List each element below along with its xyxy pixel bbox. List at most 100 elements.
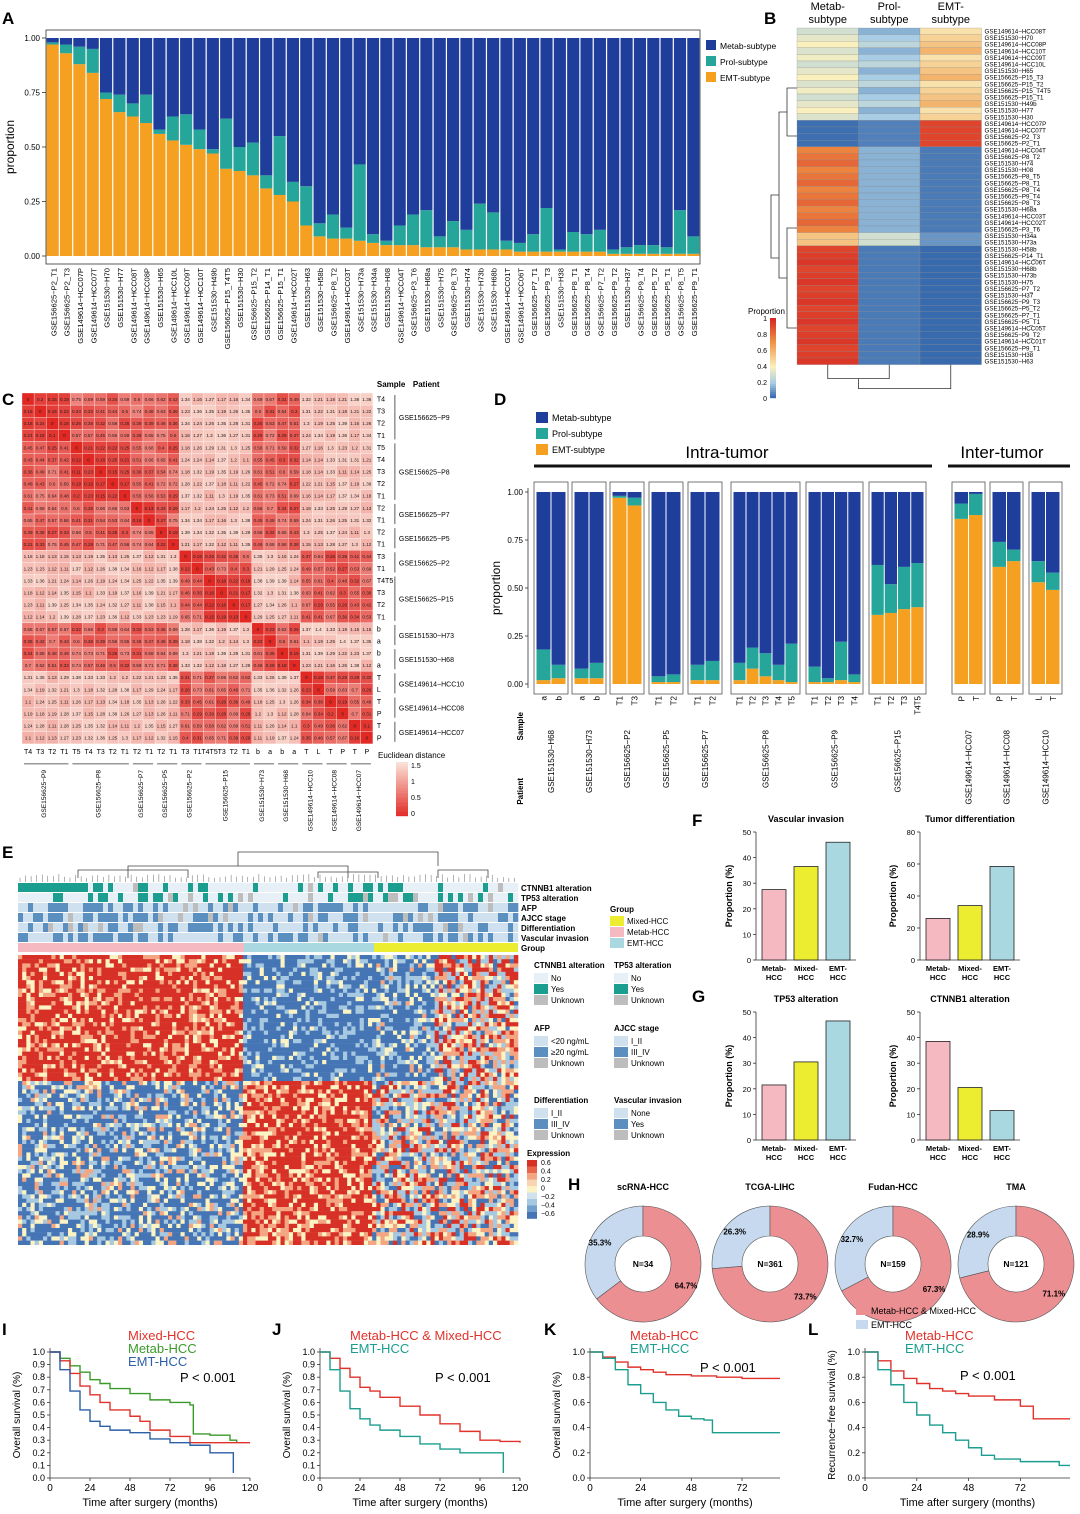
panel-e-annotation-cell (348, 893, 354, 902)
panel-a-bar-emt-subtype (607, 253, 620, 256)
panel-e-annotation-cell (483, 923, 489, 932)
panel-a-xtick-label: GSE156625−P5_T1 (663, 268, 672, 336)
panel-e-expression-cell (384, 1005, 390, 1010)
panel-e-expression-cell (151, 992, 156, 998)
panel-b-heat-cell (858, 324, 921, 332)
panel-c-cell-value: 0.59 (132, 663, 141, 668)
panel-c-cell-value: 1.32 (205, 530, 214, 535)
panel-c-row-label: L (377, 687, 381, 694)
panel-e-annotation-cell (398, 933, 404, 942)
panel-c-cell-value: 0.3 (291, 409, 298, 414)
panel-e-expression-cell (80, 997, 85, 1002)
panel-e-annotation-cell (183, 903, 189, 912)
panel-e-expression-cell (284, 955, 290, 960)
panel-e-expression-cell (55, 984, 60, 989)
panel-e-annotation-cell (218, 883, 224, 892)
panel-e-expression-cell (351, 963, 356, 968)
panel-e-expression-cell (493, 967, 498, 972)
panel-e-annotation-cell (93, 883, 99, 892)
panel-c-cell-value: 1.28 (326, 542, 335, 547)
panel-a-xtick-label: GSE151530−H49b (209, 268, 218, 332)
panel-a-bar-prol-subtype (286, 181, 299, 202)
panel-e-expression-cell (180, 1013, 185, 1019)
panel-e-expression-cell (222, 997, 227, 1002)
panel-c-cell-value: 1.11 (133, 603, 142, 608)
panel-e-expression-cell (234, 976, 240, 981)
panel-e-expression-cell (30, 959, 35, 964)
panel-c-cell-value: 1.11 (254, 736, 263, 741)
panel-c-cell-value: 1.18 (181, 445, 190, 450)
panel-c-col-label: T3 (218, 749, 226, 756)
panel-a-bar-prol-subtype (353, 164, 366, 241)
panel-c-cell-value: 1.31 (326, 409, 335, 414)
panel-e-annotation-cell (423, 883, 429, 892)
panel-e-expression-cell (197, 1001, 202, 1006)
panel-c-cell-value: 1.22 (241, 482, 250, 487)
panel-e-annotation-cell (228, 883, 234, 892)
panel-d-bar-metab (536, 492, 551, 650)
panel-e-annotation-cell (458, 883, 464, 892)
panel-e-annotation-cell (323, 893, 329, 902)
panel-c-cell-value: 1.38 (350, 397, 359, 402)
panel-e-expression-cell (22, 980, 27, 985)
panel-e-expression-cell (318, 1013, 323, 1019)
panel-e-annotation-cell (473, 933, 479, 942)
panel-c-cell-value: 0.41 (60, 469, 69, 474)
panel-b-heat-cell (858, 298, 921, 306)
panel-c-cell-value: 1.18 (120, 699, 129, 704)
panel-e-annotation-cell (153, 903, 159, 912)
panel-e-expression-cell (426, 971, 431, 977)
panel-e-expression-cell (234, 1009, 240, 1014)
panel-e-expression-cell (447, 971, 452, 977)
panel-e-annotation-cell (408, 893, 414, 902)
panel-e-expression-cell (113, 988, 119, 993)
panel-b-heat-cell (796, 351, 859, 359)
panel-e-annotation-cell (238, 923, 244, 932)
panel-e-annotation-cell (468, 903, 474, 912)
panel-e-expression-cell (147, 992, 152, 998)
panel-c-cell-value: 0.33 (60, 663, 69, 668)
panel-a-legend-swatch (706, 40, 716, 50)
panel-e-annotation-cell (83, 893, 89, 902)
panel-c-cell-value: 1.32 (84, 736, 93, 741)
panel-e-expression-cell (109, 963, 115, 968)
panel-e-expression-cell (430, 976, 435, 981)
panel-e-expression-cell (193, 971, 198, 977)
panel-e-annotation-cell (363, 913, 369, 922)
panel-e-expression-cell (472, 963, 477, 968)
panel-e-expression-cell (443, 988, 448, 993)
panel-a-xtick-label: GSE151530−H68b (490, 268, 499, 332)
panel-d-sample-tick: T3 (631, 695, 640, 705)
panel-e-expression-cell (272, 1005, 277, 1010)
panel-e-expression-cell (184, 976, 190, 981)
panel-e-expression-cell (180, 976, 185, 981)
panel-c-cell-value: 0 (232, 603, 235, 608)
panel-c-cell-value: 0.45 (60, 542, 69, 547)
panel-e-expression-cell (468, 959, 473, 964)
panel-b-legend-gradient-step (770, 370, 776, 373)
panel-e-expression-cell (213, 1001, 219, 1006)
panel-b-heat-cell (919, 318, 982, 326)
panel-e-annotation-cell (418, 883, 424, 892)
panel-e-annotation-cell (158, 893, 164, 902)
panel-e-expression-cell (63, 1018, 69, 1023)
panel-e-expression-cell (34, 976, 40, 981)
panel-d-bar-prol (746, 647, 759, 669)
panel-d-bar-prol (589, 662, 604, 679)
panel-e-expression-cell (272, 963, 277, 968)
panel-c-cell-value: 0.64 (48, 494, 57, 499)
panel-c-patient-header: Patient (413, 380, 440, 389)
panel-c-cell-value: 1.19 (266, 736, 275, 741)
panel-e-expression-cell (80, 1005, 85, 1010)
panel-c-cell-value: 0.32 (72, 627, 81, 632)
panel-e-annotation-cell (73, 893, 79, 902)
panel-c-cell-value: 0.47 (72, 542, 81, 547)
panel-e-expression-cell (209, 984, 215, 989)
panel-e-expression-cell (51, 997, 56, 1002)
panel-c-cell-value: 1.14 (229, 639, 238, 644)
panel-b-heat-cell (858, 252, 921, 260)
panel-e-expression-cell (263, 980, 269, 985)
panel-c-cell-value: 0.36 (132, 469, 141, 474)
panel-e-expression-cell (330, 971, 335, 977)
panel-c-cell-value: 1.37 (84, 615, 93, 620)
